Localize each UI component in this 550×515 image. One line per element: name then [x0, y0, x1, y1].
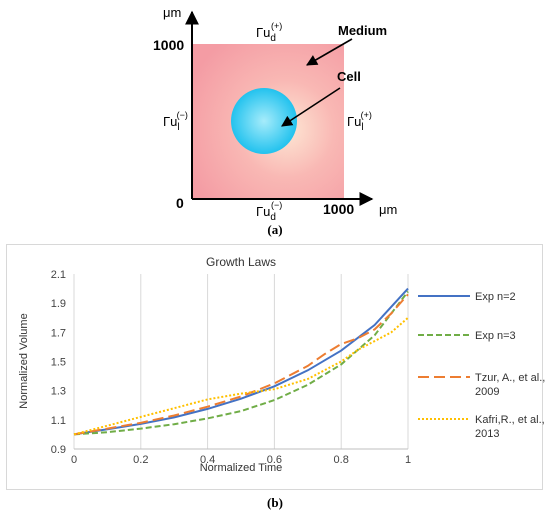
y-axis-unit: μm [163, 5, 181, 20]
cell-label: Cell [337, 69, 361, 84]
x-axis-label: Normalized Time [200, 462, 283, 474]
series-line-3 [73, 293, 409, 436]
x-tick-1000: 1000 [323, 201, 354, 217]
y-tick-label: 1.3 [51, 386, 66, 398]
boundary-top-label: Γud(+) [256, 21, 282, 44]
cell-circle [231, 88, 297, 154]
series-line-1 [73, 287, 409, 436]
x-tick-label: 0.4 [200, 454, 215, 466]
chart-title: Growth Laws [206, 255, 276, 269]
x-tick-label: 0.6 [267, 454, 282, 466]
y-axis-label: Normalized Volume [18, 313, 30, 408]
chart-frame [6, 244, 543, 490]
series-line-4 [73, 317, 409, 436]
series-line-2 [73, 290, 409, 436]
y-tick-label: 2.1 [51, 269, 66, 281]
x-axis-unit: μm [379, 202, 397, 217]
x-tick-label: 0.2 [133, 454, 148, 466]
y-tick-1000: 1000 [153, 37, 184, 53]
cell-arrow [281, 87, 341, 127]
origin-label: 0 [176, 195, 184, 211]
y-tick-label: 0.9 [51, 444, 66, 456]
legend-label-1: Exp n=2 [475, 291, 516, 303]
legend-label-3: Tzur, A., et al., 2009 [475, 372, 545, 398]
medium-arrow [306, 38, 353, 66]
y-tick-label: 1.9 [51, 298, 66, 310]
y-tick-label: 1.7 [51, 327, 66, 339]
x-tick-label: 0 [71, 454, 77, 466]
medium-label: Medium [338, 23, 387, 38]
y-tick-label: 1.1 [51, 415, 66, 427]
legend-label-4: Kafri,R., et al., 2013 [475, 414, 545, 440]
boundary-bottom-label: Γud(−) [256, 200, 282, 223]
y-tick-label: 1.5 [51, 357, 66, 369]
boundary-left-label: Γul(−) [163, 110, 188, 133]
legend-label-2: Exp n=3 [475, 330, 516, 342]
boundary-right-label: Γul(+) [347, 110, 372, 133]
caption-a: (a) [267, 222, 283, 237]
caption-b: (b) [267, 495, 283, 510]
growth-laws-chart: Growth Laws 0 0.2 0.4 0.6 0.8 1 0.9 1.1 1.3 1.5 1.… [18, 255, 545, 474]
x-tick-label: 0.8 [334, 454, 349, 466]
x-tick-label: 1 [405, 454, 411, 466]
figure-a-diagram: μm μm 1000 1000 0 Γud(+) Γud(−) Γul(−) Γ… [153, 5, 397, 223]
